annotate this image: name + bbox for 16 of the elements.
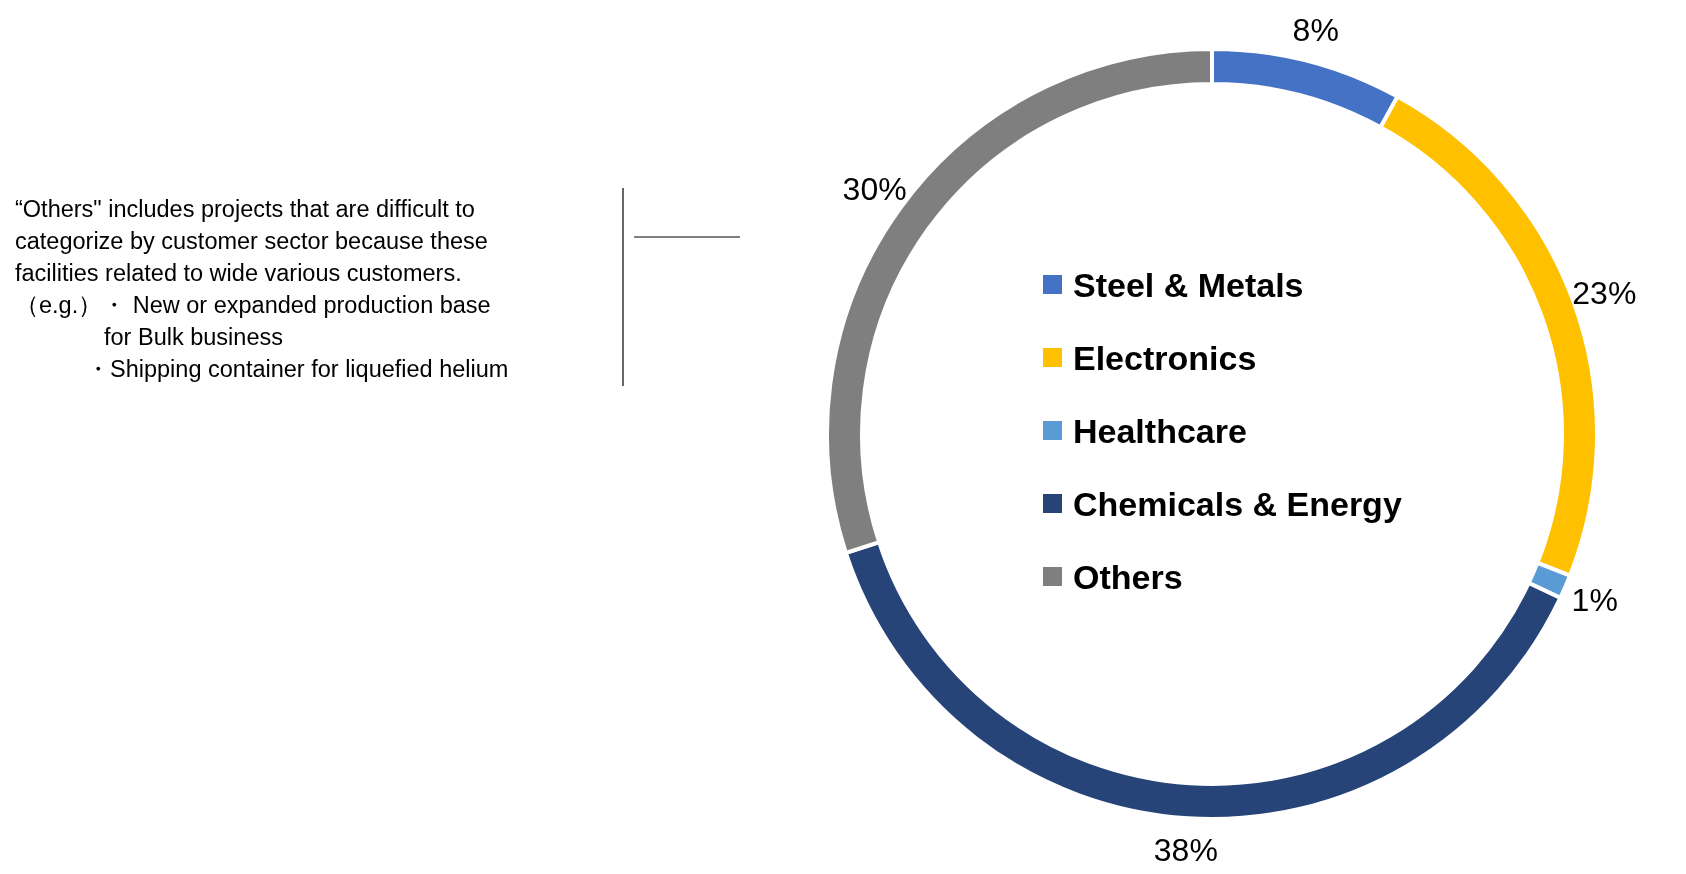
text: for Bulk business (104, 324, 283, 350)
data-label: 23% (1572, 274, 1637, 311)
text: facilities related to wide various customers. (15, 260, 462, 286)
legend-label: Electronics (1073, 339, 1257, 377)
text: “Others" includes projects that are difficult to (15, 196, 475, 222)
text: （e.g.）・ New or expanded production base (15, 292, 491, 318)
text: categorize by customer sector because these (15, 228, 488, 254)
legend-label: Healthcare (1073, 412, 1247, 450)
legend-label: Chemicals & Energy (1073, 485, 1402, 523)
data-label: 30% (842, 170, 907, 207)
legend-label: Steel & Metals (1073, 266, 1304, 304)
data-label: 38% (1153, 832, 1218, 869)
data-label: 8% (1292, 12, 1339, 49)
legend-label: Others (1073, 558, 1183, 596)
data-label: 1% (1571, 581, 1618, 618)
text: ・Shipping container for liquefied helium (86, 356, 509, 382)
